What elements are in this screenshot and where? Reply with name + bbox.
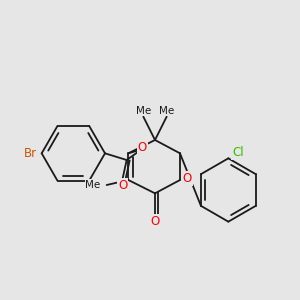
Text: Me: Me	[136, 106, 151, 116]
Text: Me: Me	[85, 180, 101, 190]
Text: O: O	[118, 179, 127, 192]
Text: O: O	[138, 142, 147, 154]
Text: Cl: Cl	[232, 146, 244, 159]
Text: O: O	[150, 215, 160, 228]
Text: Me: Me	[159, 106, 174, 116]
Text: O: O	[183, 172, 192, 185]
Text: Br: Br	[23, 147, 37, 160]
